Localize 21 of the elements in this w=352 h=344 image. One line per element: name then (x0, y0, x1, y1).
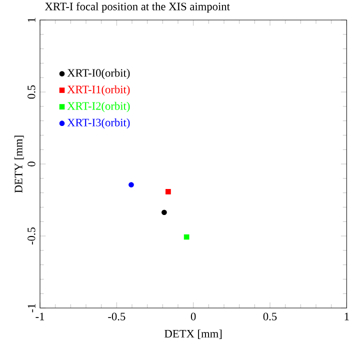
y-tick-label: 1 (28, 18, 36, 22)
y-axis-title: DETY [mm] (14, 136, 24, 193)
x-tick-label: -0.5 (108, 312, 126, 320)
x-tick-label: 0 (190, 312, 196, 320)
x-tick-label: -1 (36, 312, 44, 320)
point (166, 188, 171, 194)
y-tick-label: -1 (28, 304, 36, 312)
x-tick-label: 0.5 (263, 312, 277, 320)
legend-label: XRT-I2(orbit) (67, 102, 130, 112)
point (128, 182, 134, 188)
y-tick-label: 0 (28, 162, 36, 166)
x-axis-title: DETX [mm] (164, 330, 222, 339)
chart-title: XRT-I focal position at the XIS aimpoint (44, 2, 230, 13)
y-tick-label: -0.5 (28, 227, 36, 245)
x-tick-label: 1 (344, 312, 349, 320)
point (184, 234, 190, 240)
point (162, 210, 167, 216)
legend-label: XRT-I0(orbit) (67, 68, 130, 80)
y-tick-label: 0.5 (28, 85, 36, 99)
legend-label: XRT-I1(orbit) (67, 85, 130, 96)
legend-label: XRT-I3(orbit) (67, 118, 130, 129)
